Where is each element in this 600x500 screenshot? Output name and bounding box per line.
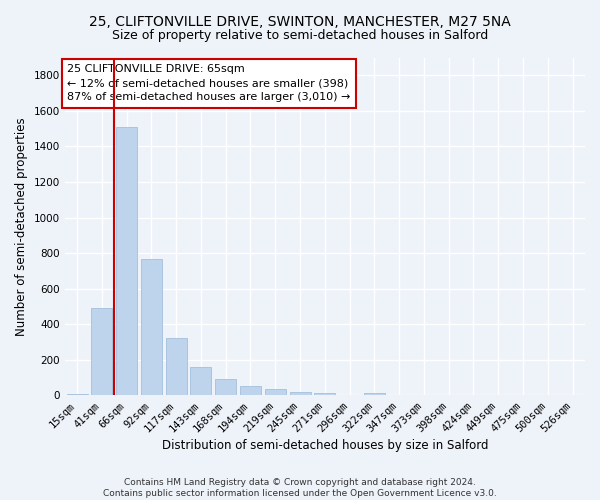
Bar (116, 127, 137, 396)
Bar (91, 308, 112, 396)
Bar (364, 393, 385, 396)
Bar (314, 393, 335, 396)
Bar (141, 258, 162, 396)
Bar (265, 390, 286, 396)
Bar (67, 394, 88, 396)
X-axis label: Distribution of semi-detached houses by size in Salford: Distribution of semi-detached houses by … (161, 440, 488, 452)
Bar (290, 392, 311, 396)
Bar (240, 386, 261, 396)
Bar (166, 338, 187, 396)
Bar (215, 380, 236, 396)
Text: 25 CLIFTONVILLE DRIVE: 65sqm
← 12% of semi-detached houses are smaller (398)
87%: 25 CLIFTONVILLE DRIVE: 65sqm ← 12% of se… (67, 64, 350, 102)
Text: Size of property relative to semi-detached houses in Salford: Size of property relative to semi-detach… (112, 29, 488, 42)
Text: 25, CLIFTONVILLE DRIVE, SWINTON, MANCHESTER, M27 5NA: 25, CLIFTONVILLE DRIVE, SWINTON, MANCHES… (89, 15, 511, 29)
Bar (190, 367, 211, 396)
Text: Contains HM Land Registry data © Crown copyright and database right 2024.
Contai: Contains HM Land Registry data © Crown c… (103, 478, 497, 498)
Y-axis label: Number of semi-detached properties: Number of semi-detached properties (15, 117, 28, 336)
